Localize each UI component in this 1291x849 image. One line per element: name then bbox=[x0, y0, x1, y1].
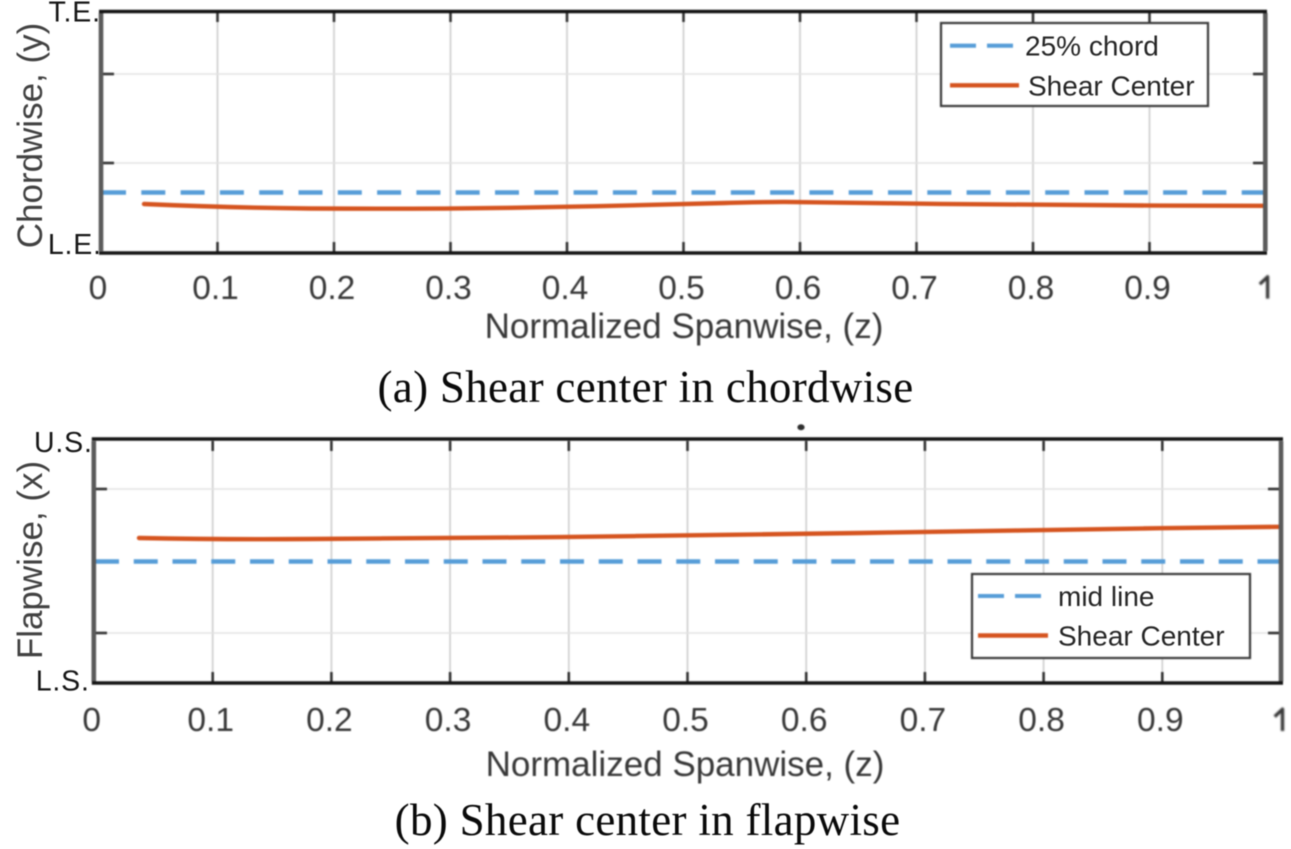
svg-text:0.4: 0.4 bbox=[542, 270, 589, 307]
svg-text:0.7: 0.7 bbox=[900, 702, 947, 739]
svg-text:Shear Center: Shear Center bbox=[1028, 71, 1195, 102]
svg-text:L.E.: L.E. bbox=[48, 229, 102, 261]
svg-text:0.5: 0.5 bbox=[662, 702, 709, 739]
svg-text:0.3: 0.3 bbox=[425, 270, 472, 307]
svg-text:Normalized Spanwise, (z): Normalized Spanwise, (z) bbox=[486, 745, 885, 784]
svg-text:U.S.: U.S. bbox=[34, 427, 93, 459]
svg-text:Chordwise, (y): Chordwise, (y) bbox=[11, 23, 50, 249]
svg-text:mid line: mid line bbox=[1058, 581, 1154, 612]
svg-text:0.1: 0.1 bbox=[187, 702, 234, 739]
svg-text:0.3: 0.3 bbox=[425, 702, 472, 739]
svg-text:T.E.: T.E. bbox=[49, 0, 101, 29]
svg-text:0.2: 0.2 bbox=[309, 270, 356, 307]
svg-text:(b) Shear center in flapwise: (b) Shear center in flapwise bbox=[395, 795, 901, 845]
svg-text:Flapwise, (x): Flapwise, (x) bbox=[11, 461, 50, 659]
svg-text:0.1: 0.1 bbox=[192, 270, 239, 307]
svg-text:0: 0 bbox=[82, 702, 101, 739]
svg-text:0.5: 0.5 bbox=[658, 270, 705, 307]
svg-text:0.8: 0.8 bbox=[1018, 702, 1065, 739]
svg-text:0.7: 0.7 bbox=[891, 270, 938, 307]
svg-text:0.8: 0.8 bbox=[1008, 270, 1055, 307]
svg-text:0.9: 0.9 bbox=[1124, 270, 1171, 307]
svg-text:0.6: 0.6 bbox=[781, 702, 828, 739]
svg-text:0.4: 0.4 bbox=[544, 702, 591, 739]
svg-text:Shear Center: Shear Center bbox=[1058, 621, 1225, 652]
svg-text:0: 0 bbox=[89, 270, 108, 307]
svg-text:0.9: 0.9 bbox=[1137, 702, 1184, 739]
svg-text:Normalized Spanwise, (z): Normalized Spanwise, (z) bbox=[485, 307, 884, 346]
svg-text:25% chord: 25% chord bbox=[1025, 31, 1159, 62]
svg-text:0.6: 0.6 bbox=[775, 270, 822, 307]
svg-text:(a) Shear center in chordwise: (a) Shear center in chordwise bbox=[378, 362, 914, 412]
svg-text:0.2: 0.2 bbox=[306, 702, 353, 739]
svg-text:L.S.: L.S. bbox=[36, 666, 90, 698]
